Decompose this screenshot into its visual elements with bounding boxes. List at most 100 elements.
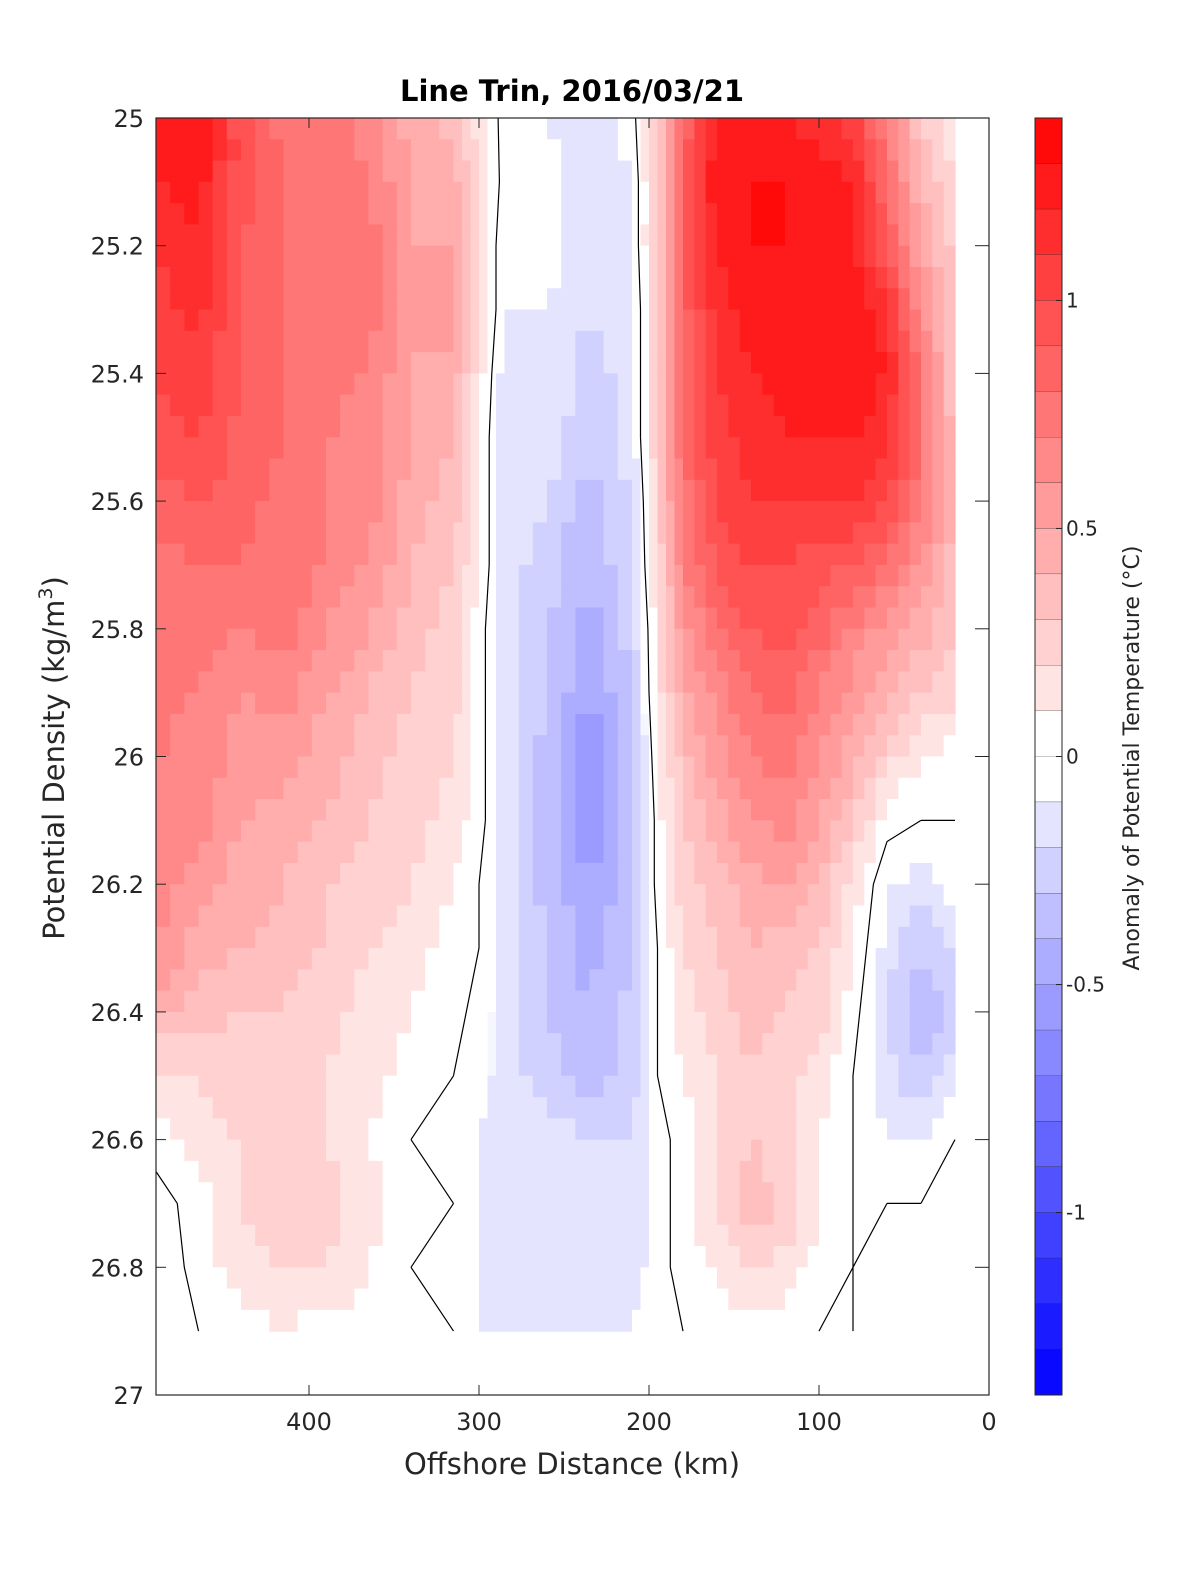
heatmap-cell <box>425 1054 440 1077</box>
heatmap-cell <box>532 1075 548 1098</box>
heatmap-cell <box>589 1118 605 1141</box>
heatmap-cell <box>830 1309 843 1332</box>
heatmap-cell <box>156 203 171 226</box>
heatmap-cell <box>603 1054 619 1077</box>
heatmap-cell <box>575 1160 591 1183</box>
heatmap-cell <box>326 543 341 566</box>
heatmap-cell <box>674 1246 684 1268</box>
heatmap-cell <box>212 777 228 800</box>
heatmap-cell <box>479 373 489 396</box>
heatmap-cell <box>617 522 633 545</box>
heatmap-cell <box>170 948 185 970</box>
heatmap-cell <box>255 1224 270 1247</box>
heatmap-cell <box>666 1288 676 1311</box>
heatmap-cell <box>368 948 384 970</box>
heatmap-cell <box>674 1309 684 1332</box>
heatmap-cell <box>649 1160 659 1183</box>
heatmap-cell <box>170 799 185 821</box>
heatmap-cell <box>705 1033 718 1056</box>
heatmap-cell <box>632 735 642 758</box>
heatmap-cell <box>649 266 659 289</box>
heatmap-cell <box>368 990 384 1013</box>
heatmap-cell <box>575 905 591 928</box>
heatmap-cell <box>487 139 497 162</box>
heatmap-cell <box>326 948 341 970</box>
heatmap-cell <box>785 692 797 715</box>
heatmap-cell <box>170 330 185 353</box>
heatmap-cell <box>198 990 214 1013</box>
heatmap-cell <box>396 628 412 651</box>
heatmap-cell <box>283 905 299 928</box>
heatmap-cell <box>496 330 506 353</box>
heatmap-cell <box>762 1011 775 1034</box>
heatmap-cell <box>532 735 548 758</box>
heatmap-cell <box>354 1075 370 1098</box>
heatmap-cell <box>717 543 729 566</box>
heatmap-cell <box>354 1182 370 1205</box>
heatmap-cell <box>340 586 355 609</box>
heatmap-cell <box>487 181 497 204</box>
y-axis-label-close: ) <box>37 576 71 587</box>
heatmap-cell <box>226 543 242 566</box>
heatmap-cell <box>170 309 185 332</box>
heatmap-cell <box>717 905 729 928</box>
heatmap-cell <box>212 1139 228 1162</box>
heatmap-cell <box>657 437 667 460</box>
heatmap-cell <box>864 181 877 204</box>
heatmap-cell <box>184 394 200 417</box>
heatmap-cell <box>617 948 633 970</box>
heatmap-cell <box>184 841 200 864</box>
heatmap-cell <box>198 884 214 907</box>
heatmap-cell <box>297 969 313 992</box>
heatmap-cell <box>640 884 650 907</box>
heatmap-cell <box>807 1160 820 1183</box>
heatmap-cell <box>396 181 412 204</box>
heatmap-cell <box>617 650 633 672</box>
heatmap-cell <box>311 607 327 630</box>
heatmap-cell <box>198 1267 214 1290</box>
heatmap-cell <box>439 713 455 736</box>
heatmap-cell <box>887 713 899 736</box>
heatmap-cell <box>439 990 455 1013</box>
heatmap-cell <box>657 224 667 247</box>
heatmap-cell <box>462 671 472 694</box>
x-tick-label: 0 <box>981 1408 996 1436</box>
heatmap-cell <box>396 458 412 481</box>
heatmap-cell <box>184 990 200 1013</box>
heatmap-cell <box>649 203 659 226</box>
heatmap-cell <box>887 692 899 715</box>
heatmap-cell <box>785 628 797 651</box>
heatmap-cell <box>382 990 398 1013</box>
heatmap-cell <box>796 245 809 268</box>
heatmap-cell <box>198 1160 214 1183</box>
heatmap-cell <box>932 1054 945 1077</box>
heatmap-cell <box>411 501 426 523</box>
heatmap-cell <box>589 160 605 183</box>
heatmap-cell <box>674 479 684 502</box>
heatmap-cell <box>368 1118 384 1141</box>
heatmap-cell <box>887 415 899 438</box>
heatmap-cell <box>283 820 299 843</box>
heatmap-cell <box>504 926 520 949</box>
heatmap-cell <box>198 692 214 715</box>
heatmap-cell <box>504 415 520 438</box>
heatmap-cell <box>504 501 520 523</box>
heatmap-cell <box>479 1075 489 1098</box>
heatmap-cell <box>226 969 242 992</box>
heatmap-cell <box>255 501 270 523</box>
heatmap-cell <box>575 245 591 268</box>
heatmap-cell <box>462 628 472 651</box>
heatmap-cell <box>807 969 820 992</box>
heatmap-cell <box>547 1203 562 1226</box>
heatmap-cell <box>269 1267 285 1290</box>
heatmap-cell <box>504 522 520 545</box>
heatmap-cell <box>649 650 659 672</box>
heatmap-cell <box>156 522 171 545</box>
heatmap-cell <box>589 1246 605 1268</box>
heatmap-cell <box>184 777 200 800</box>
heatmap-cell <box>841 990 854 1013</box>
heatmap-cell <box>864 415 877 438</box>
heatmap-cell <box>212 671 228 694</box>
heatmap-cell <box>632 1097 642 1119</box>
heatmap-cell <box>589 990 605 1013</box>
